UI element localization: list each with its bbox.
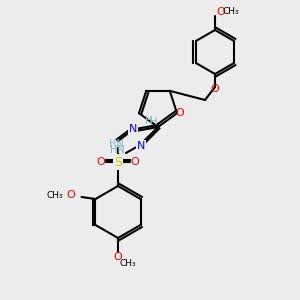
Text: H: H: [150, 117, 158, 127]
Text: O: O: [211, 84, 219, 94]
Text: HN: HN: [109, 139, 123, 149]
Text: O: O: [114, 252, 122, 262]
Text: CH₃: CH₃: [47, 190, 64, 200]
Text: O: O: [67, 190, 76, 200]
Text: N: N: [137, 141, 145, 151]
Text: N: N: [129, 124, 137, 134]
Text: O: O: [97, 157, 105, 167]
Text: HN: HN: [110, 145, 125, 155]
Text: O: O: [217, 7, 225, 17]
Text: S: S: [114, 155, 122, 169]
Text: O: O: [176, 108, 184, 118]
Text: CH₃: CH₃: [223, 8, 239, 16]
Text: O: O: [130, 157, 140, 167]
Text: CH₃: CH₃: [120, 260, 136, 268]
Text: H: H: [145, 116, 153, 126]
